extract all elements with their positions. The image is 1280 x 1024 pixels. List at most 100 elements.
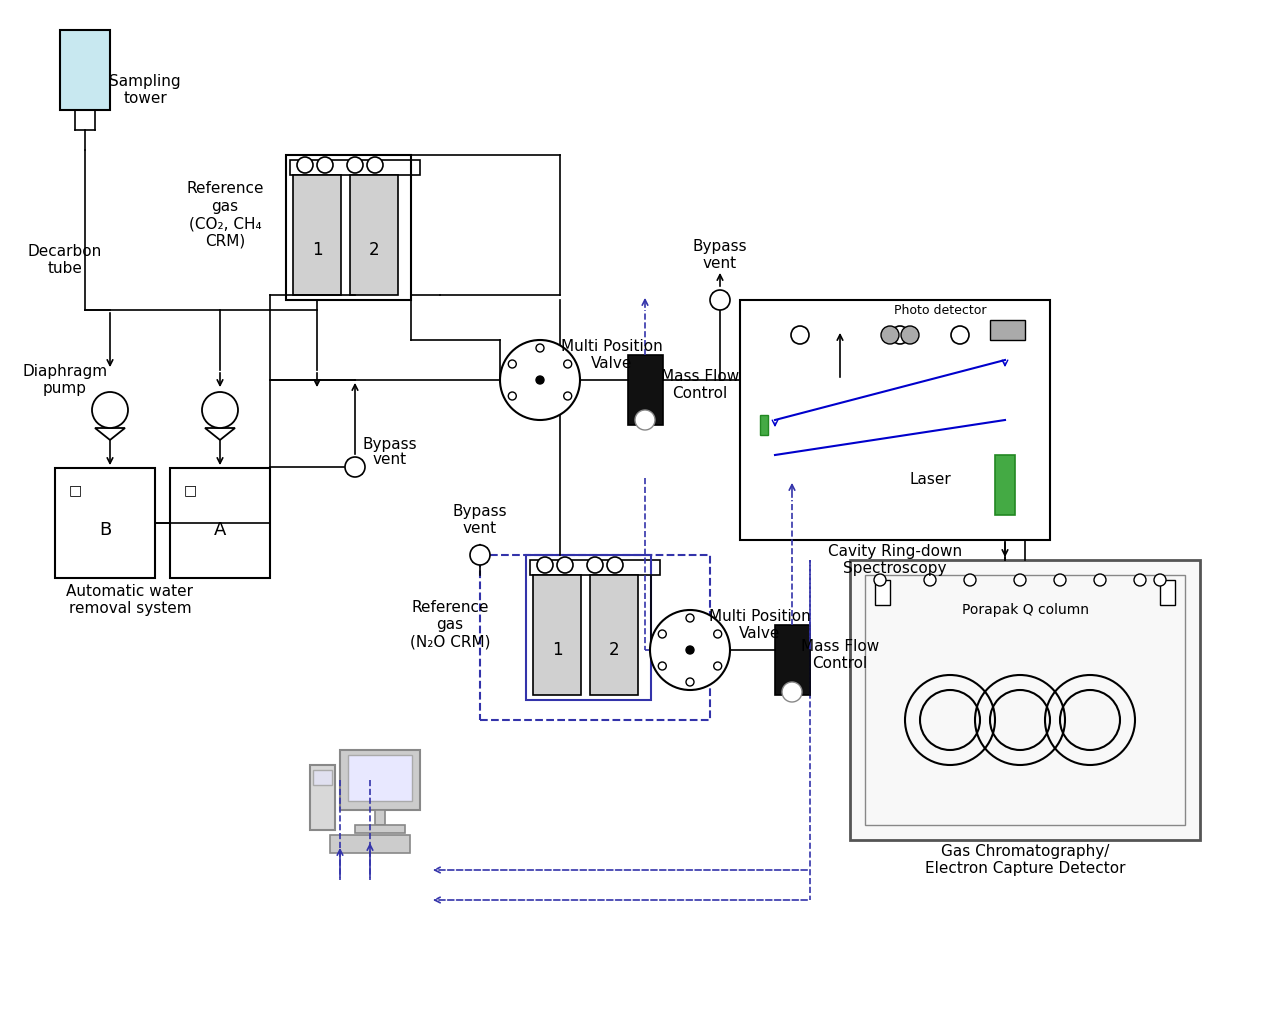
Text: Reference
gas
(CO₂, CH₄
CRM): Reference gas (CO₂, CH₄ CRM) bbox=[187, 181, 264, 249]
Bar bbox=[375, 810, 385, 825]
Circle shape bbox=[508, 360, 516, 368]
Circle shape bbox=[202, 392, 238, 428]
Circle shape bbox=[536, 344, 544, 352]
Circle shape bbox=[658, 630, 667, 638]
Circle shape bbox=[1134, 574, 1146, 586]
Bar bbox=[740, 300, 1050, 540]
Circle shape bbox=[874, 574, 886, 586]
Circle shape bbox=[791, 326, 809, 344]
Bar bbox=[532, 575, 581, 695]
Text: Gas Chromatography/
Electron Capture Detector: Gas Chromatography/ Electron Capture Det… bbox=[924, 844, 1125, 877]
Circle shape bbox=[346, 457, 365, 477]
Text: Bypass
vent: Bypass vent bbox=[692, 239, 748, 271]
Text: Bypass
vent: Bypass vent bbox=[453, 504, 507, 537]
Text: 1: 1 bbox=[312, 241, 323, 259]
Circle shape bbox=[901, 326, 919, 344]
Circle shape bbox=[650, 610, 730, 690]
Bar bbox=[1160, 580, 1175, 605]
Bar bbox=[526, 555, 652, 700]
Text: □: □ bbox=[183, 483, 197, 497]
Bar bbox=[170, 468, 270, 578]
Text: 2: 2 bbox=[609, 641, 620, 659]
Circle shape bbox=[470, 545, 490, 565]
Bar bbox=[340, 750, 420, 810]
Bar bbox=[989, 319, 1025, 340]
Bar bbox=[480, 555, 710, 720]
Bar bbox=[355, 825, 404, 833]
Text: Mass Flow
Control: Mass Flow Control bbox=[660, 369, 739, 401]
Text: A: A bbox=[214, 521, 227, 539]
Text: Bypass: Bypass bbox=[362, 437, 417, 453]
Circle shape bbox=[686, 646, 694, 654]
Bar bbox=[348, 755, 412, 801]
Bar bbox=[774, 625, 810, 695]
Circle shape bbox=[881, 326, 899, 344]
Circle shape bbox=[92, 392, 128, 428]
Circle shape bbox=[891, 326, 909, 344]
Bar bbox=[865, 575, 1185, 825]
Text: Photo detector: Photo detector bbox=[893, 303, 987, 316]
Circle shape bbox=[658, 662, 667, 670]
Text: Sampling
tower: Sampling tower bbox=[109, 74, 180, 106]
Circle shape bbox=[557, 557, 573, 573]
Text: Reference
gas
(N₂O CRM): Reference gas (N₂O CRM) bbox=[410, 600, 490, 650]
Circle shape bbox=[686, 678, 694, 686]
Circle shape bbox=[714, 662, 722, 670]
Bar bbox=[850, 560, 1201, 840]
Bar bbox=[995, 455, 1015, 515]
Bar bbox=[349, 175, 398, 295]
Text: Laser: Laser bbox=[909, 472, 951, 487]
Circle shape bbox=[588, 557, 603, 573]
Text: Mass Flow
Control: Mass Flow Control bbox=[801, 639, 879, 671]
Polygon shape bbox=[205, 428, 236, 440]
Text: Cavity Ring-down
Spectroscopy: Cavity Ring-down Spectroscopy bbox=[828, 544, 963, 577]
Text: Diaphragm
pump: Diaphragm pump bbox=[23, 364, 108, 396]
Bar bbox=[310, 765, 335, 830]
Circle shape bbox=[1053, 574, 1066, 586]
Bar bbox=[291, 160, 420, 175]
Bar bbox=[530, 560, 660, 575]
Polygon shape bbox=[755, 415, 760, 425]
Circle shape bbox=[563, 392, 572, 400]
Text: Porapak Q column: Porapak Q column bbox=[961, 603, 1088, 617]
Bar bbox=[876, 580, 890, 605]
Bar bbox=[628, 355, 663, 425]
Circle shape bbox=[607, 557, 623, 573]
Bar bbox=[590, 575, 637, 695]
Text: □: □ bbox=[68, 483, 82, 497]
Circle shape bbox=[951, 326, 969, 344]
Bar bbox=[760, 415, 768, 435]
Bar bbox=[60, 30, 110, 110]
Circle shape bbox=[686, 614, 694, 622]
Circle shape bbox=[710, 290, 730, 310]
Circle shape bbox=[538, 557, 553, 573]
Text: 2: 2 bbox=[369, 241, 379, 259]
Polygon shape bbox=[95, 428, 125, 440]
Circle shape bbox=[508, 392, 516, 400]
Circle shape bbox=[964, 574, 977, 586]
Text: Multi Position
Valve: Multi Position Valve bbox=[561, 339, 663, 372]
Bar bbox=[55, 468, 155, 578]
Bar bbox=[285, 155, 411, 300]
Circle shape bbox=[782, 682, 803, 702]
Circle shape bbox=[536, 376, 544, 384]
Circle shape bbox=[317, 157, 333, 173]
Circle shape bbox=[367, 157, 383, 173]
Circle shape bbox=[500, 340, 580, 420]
Circle shape bbox=[563, 360, 572, 368]
Circle shape bbox=[635, 410, 655, 430]
Text: Automatic water
removal system: Automatic water removal system bbox=[67, 584, 193, 616]
Bar bbox=[330, 835, 410, 853]
Circle shape bbox=[1094, 574, 1106, 586]
Circle shape bbox=[1155, 574, 1166, 586]
Circle shape bbox=[297, 157, 314, 173]
Text: Multi Position
Valve: Multi Position Valve bbox=[709, 609, 810, 641]
Text: vent: vent bbox=[372, 453, 407, 468]
Text: Decarbon
tube: Decarbon tube bbox=[28, 244, 102, 276]
Bar bbox=[293, 175, 340, 295]
Bar bbox=[314, 770, 332, 785]
Circle shape bbox=[347, 157, 364, 173]
Text: 1: 1 bbox=[552, 641, 562, 659]
Circle shape bbox=[924, 574, 936, 586]
Circle shape bbox=[1014, 574, 1027, 586]
